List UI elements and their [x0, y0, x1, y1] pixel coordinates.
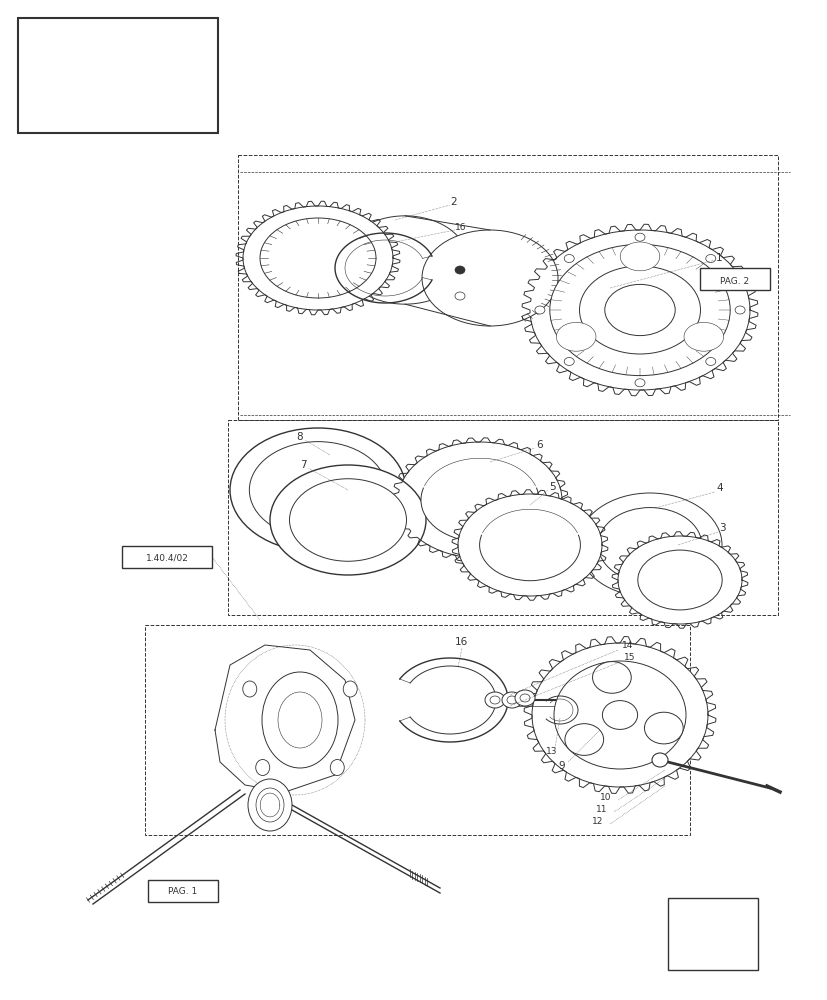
Text: 1: 1 [715, 253, 722, 263]
Bar [18, 18, 218, 133]
Ellipse shape [455, 292, 465, 300]
Ellipse shape [343, 681, 356, 697]
Ellipse shape [602, 701, 637, 729]
Ellipse shape [556, 322, 595, 351]
Ellipse shape [501, 692, 521, 708]
Ellipse shape [256, 788, 284, 822]
Ellipse shape [734, 306, 744, 314]
Ellipse shape [45, 62, 65, 98]
Ellipse shape [564, 724, 603, 755]
Ellipse shape [479, 509, 580, 581]
Ellipse shape [249, 442, 386, 538]
Ellipse shape [563, 255, 574, 263]
Text: 16: 16 [455, 223, 466, 232]
Ellipse shape [634, 379, 644, 387]
Ellipse shape [289, 479, 406, 561]
Ellipse shape [519, 694, 529, 702]
Ellipse shape [30, 65, 46, 95]
Ellipse shape [549, 244, 729, 376]
Bar [122, 546, 212, 568]
Ellipse shape [619, 242, 659, 271]
Ellipse shape [705, 357, 715, 365]
Ellipse shape [705, 255, 715, 263]
Ellipse shape [651, 753, 667, 767]
Ellipse shape [455, 266, 465, 274]
Polygon shape [675, 913, 745, 966]
Text: 2: 2 [449, 197, 456, 207]
Ellipse shape [242, 681, 256, 697]
Bar [148, 880, 218, 902]
Ellipse shape [592, 662, 630, 693]
Text: 1.40.4/02: 1.40.4/02 [146, 554, 189, 562]
Text: 5: 5 [548, 482, 555, 492]
Bar [667, 898, 757, 970]
Ellipse shape [604, 284, 674, 336]
Ellipse shape [270, 465, 425, 575]
Ellipse shape [174, 62, 195, 98]
Ellipse shape [634, 233, 644, 241]
Ellipse shape [577, 493, 721, 597]
Text: 8: 8 [295, 432, 302, 442]
Ellipse shape [553, 661, 686, 769]
Text: 11: 11 [595, 805, 607, 814]
Ellipse shape [457, 494, 601, 596]
Ellipse shape [485, 692, 504, 708]
Ellipse shape [422, 230, 557, 326]
Ellipse shape [248, 779, 292, 831]
Ellipse shape [260, 218, 375, 298]
Ellipse shape [256, 759, 270, 775]
Ellipse shape [534, 306, 544, 314]
Text: 13: 13 [545, 748, 557, 756]
Ellipse shape [37, 52, 73, 108]
Ellipse shape [683, 322, 723, 351]
Text: 4: 4 [715, 483, 722, 493]
Ellipse shape [514, 690, 534, 706]
Ellipse shape [506, 696, 516, 704]
Text: PAG. 2: PAG. 2 [719, 277, 748, 286]
Bar [699, 268, 769, 290]
Text: PAG. 1: PAG. 1 [168, 887, 198, 896]
Text: 9: 9 [557, 761, 564, 771]
Ellipse shape [563, 357, 574, 365]
Bar [227, 420, 777, 615]
Ellipse shape [278, 692, 322, 748]
Ellipse shape [230, 428, 405, 552]
Ellipse shape [617, 536, 741, 624]
Text: 16: 16 [455, 637, 468, 647]
Bar [145, 625, 689, 835]
Ellipse shape [167, 52, 203, 108]
Ellipse shape [529, 230, 749, 390]
Ellipse shape [106, 60, 130, 100]
Text: 12: 12 [591, 817, 603, 826]
Text: 10: 10 [600, 793, 611, 802]
Ellipse shape [398, 442, 562, 558]
Text: 6: 6 [535, 440, 542, 450]
Ellipse shape [637, 550, 721, 610]
Ellipse shape [579, 266, 700, 354]
Ellipse shape [261, 672, 337, 768]
Polygon shape [215, 645, 355, 792]
Ellipse shape [96, 50, 140, 110]
Ellipse shape [420, 458, 538, 542]
Ellipse shape [597, 508, 701, 582]
Text: 15: 15 [624, 654, 635, 662]
Ellipse shape [643, 712, 682, 744]
Text: 14: 14 [621, 641, 633, 650]
Bar [237, 155, 777, 420]
Ellipse shape [242, 206, 393, 310]
Ellipse shape [342, 216, 467, 304]
Text: 3: 3 [718, 523, 724, 533]
Ellipse shape [330, 759, 344, 775]
Ellipse shape [532, 643, 707, 787]
Ellipse shape [490, 696, 500, 704]
Polygon shape [675, 913, 745, 943]
Text: 7: 7 [299, 460, 306, 470]
